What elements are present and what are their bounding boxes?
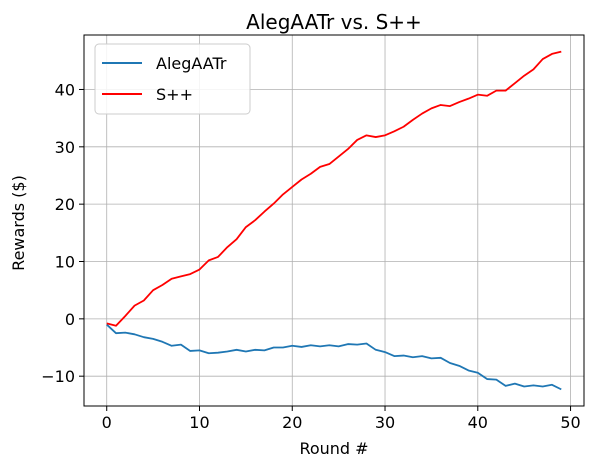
x-tick-label: 50 [560,413,580,432]
series-line-s [106,50,562,327]
legend-label: AlegAATr [156,54,227,73]
series-line-alegaatr [106,323,562,391]
legend: AlegAATr S++ [94,43,251,115]
y-tick-label: 40 [55,80,75,99]
y-tick-label: 30 [55,138,75,157]
x-tick-label: 40 [468,413,488,432]
x-tick-label: 0 [102,413,112,432]
axis-ticks: 0 10 20 30 40 50 −10 0 10 20 30 40 [41,80,580,432]
y-tick-label: 0 [65,310,75,329]
y-tick-label: 20 [55,195,75,214]
x-tick-label: 30 [375,413,395,432]
plot-frame [83,34,585,407]
x-axis-label: Round # [299,439,368,458]
y-tick-label: 10 [55,252,75,271]
x-tick-label: 10 [189,413,209,432]
chart-title: AlegAATr vs. S++ [246,10,422,34]
y-axis-label: Rewards ($) [9,175,28,271]
x-tick-label: 20 [282,413,302,432]
series-lines [106,50,562,391]
legend-label: S++ [156,85,193,104]
legend-box [94,43,251,115]
y-tick-label: −10 [41,367,75,386]
